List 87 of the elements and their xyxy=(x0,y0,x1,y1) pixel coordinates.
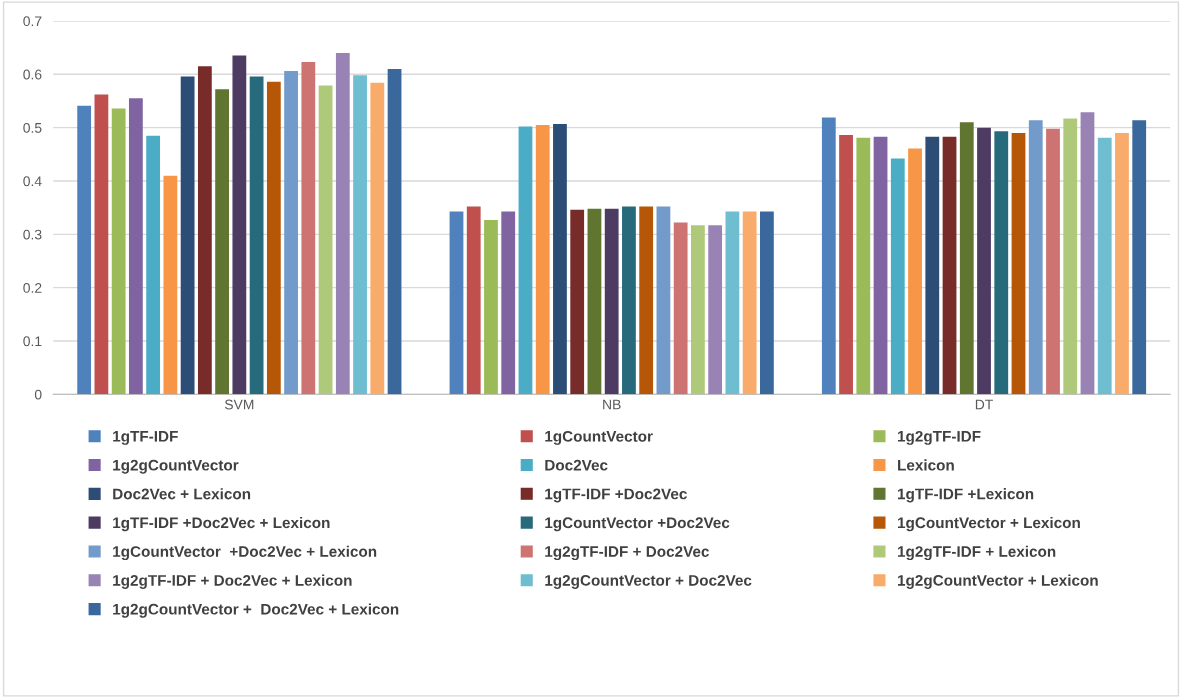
y-tick-label: 0.3 xyxy=(23,229,42,240)
bar xyxy=(587,208,602,395)
bar xyxy=(301,62,316,395)
bar xyxy=(215,89,230,395)
legend-label: 1gCountVector +Doc2Vec + Lexicon xyxy=(113,545,377,561)
bar xyxy=(759,211,774,395)
bar xyxy=(691,225,705,395)
bar xyxy=(449,211,464,395)
bar xyxy=(821,117,836,395)
bar xyxy=(925,136,940,395)
bar xyxy=(942,136,957,395)
legend-label: 1g2gCountVector xyxy=(113,459,239,474)
bar xyxy=(994,131,1009,395)
bar xyxy=(553,123,567,395)
bar xyxy=(484,219,498,395)
bar xyxy=(266,81,281,395)
bar xyxy=(873,136,888,395)
bar xyxy=(466,206,481,395)
bar xyxy=(622,206,636,395)
legend-label: 1gTF-IDF +Doc2Vec + Lexicon xyxy=(113,516,330,532)
legend-label: Lexicon xyxy=(898,459,954,471)
bar xyxy=(232,55,247,395)
bar xyxy=(518,126,533,395)
bar xyxy=(197,66,212,395)
legend-label: 1g2gTF-IDF + Doc2Vec + Lexicon xyxy=(113,574,352,589)
bar xyxy=(725,211,740,395)
bar xyxy=(318,85,333,395)
legend-label: 1g2gCountVector + Doc2Vec + Lexicon xyxy=(113,603,399,618)
legend-label: Doc2Vec xyxy=(545,459,608,471)
bar xyxy=(1132,120,1147,395)
bar xyxy=(180,76,195,395)
bar xyxy=(146,135,161,395)
bar xyxy=(908,148,922,395)
legend-label: Doc2Vec + Lexicon xyxy=(113,488,251,500)
bar xyxy=(673,222,688,395)
bar xyxy=(839,135,853,395)
y-tick-label: 0.1 xyxy=(23,336,42,347)
legend-label: 1gTF-IDF +Lexicon xyxy=(897,488,1034,503)
y-tick-label: 0.4 xyxy=(23,176,42,187)
legend-label: 1gTF-IDF xyxy=(113,431,178,445)
bar xyxy=(335,52,350,395)
legend-label: 1g2gTF-IDF xyxy=(897,430,981,445)
bar xyxy=(353,75,367,395)
bar xyxy=(370,82,385,395)
legend-label: 1gCountVector +Doc2Vec xyxy=(545,517,730,532)
bar xyxy=(128,98,143,395)
bar xyxy=(94,94,109,395)
y-tick-label: 0.6 xyxy=(23,69,42,80)
x-tick-label: NB xyxy=(603,399,621,410)
bar xyxy=(977,127,991,395)
bar xyxy=(77,105,92,395)
legend-label: 1gCountVector + Lexicon xyxy=(897,516,1080,532)
legend-label: 1gCountVector xyxy=(545,430,653,445)
bar xyxy=(708,225,723,395)
bar xyxy=(890,158,905,395)
bar xyxy=(1063,118,1078,395)
bar xyxy=(387,68,402,395)
bar xyxy=(1097,137,1112,395)
y-tick-label: 0.7 xyxy=(23,16,42,27)
bar xyxy=(639,206,654,395)
bar xyxy=(856,137,871,395)
bar xyxy=(249,76,264,395)
x-tick-label: SVM xyxy=(224,399,254,410)
bar xyxy=(742,211,757,395)
bar xyxy=(1011,132,1026,395)
legend-label: 1g2gTF-IDF + Lexicon xyxy=(897,545,1056,561)
bar xyxy=(1028,120,1043,395)
bar xyxy=(1046,128,1060,395)
y-tick-label: 0.5 xyxy=(23,122,42,133)
legend-label: 1g2gCountVector + Doc2Vec xyxy=(545,574,752,589)
legend-label: 1g2gCountVector + Lexicon xyxy=(897,574,1098,589)
y-tick-label: 0 xyxy=(34,389,42,400)
bar xyxy=(1080,112,1095,395)
bar xyxy=(501,211,516,395)
bar xyxy=(535,124,550,395)
x-tick-label: DT xyxy=(975,399,993,410)
legend-label: 1gTF-IDF +Doc2Vec xyxy=(545,488,687,503)
y-tick-label: 0.2 xyxy=(23,283,42,293)
bar xyxy=(959,122,974,395)
bar xyxy=(111,108,126,395)
bar xyxy=(656,206,671,395)
legend-label: 1g2gTF-IDF + Doc2Vec xyxy=(545,546,709,561)
bar xyxy=(604,208,619,395)
bar xyxy=(163,175,178,395)
bar xyxy=(570,209,585,395)
bar xyxy=(284,71,298,395)
bar xyxy=(1115,132,1129,395)
